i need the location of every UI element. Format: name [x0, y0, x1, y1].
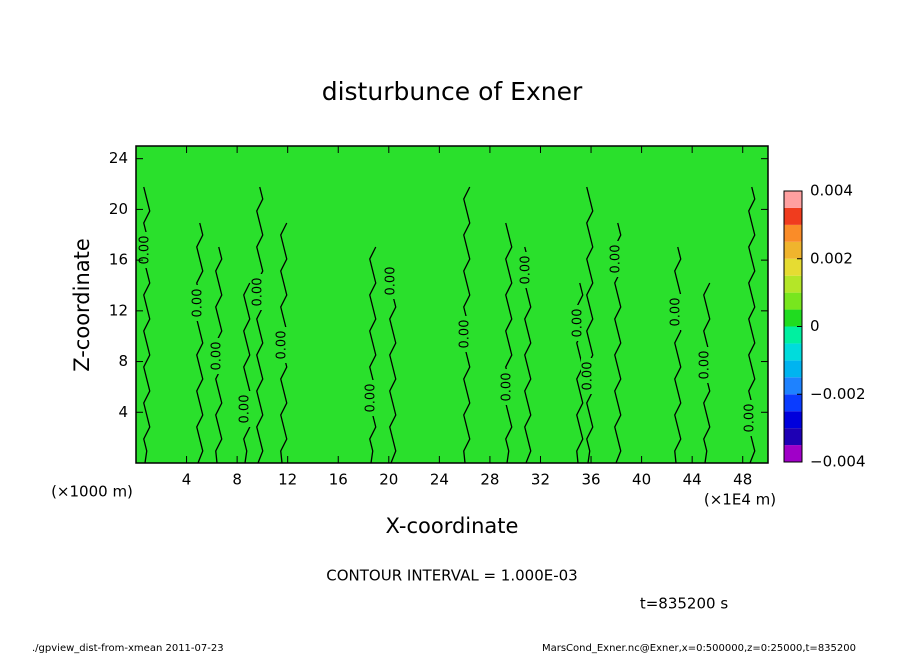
x-tick-label: 40	[632, 471, 651, 489]
contour-label-bg	[191, 285, 205, 321]
contour-label: 0.00	[500, 373, 515, 402]
contour-label: 0.00	[609, 245, 624, 274]
colorbar-box	[784, 309, 802, 327]
colorbar-box	[784, 343, 802, 361]
x-tick-label: 36	[581, 471, 600, 489]
colorbar-tick-label: −0.002	[810, 385, 866, 403]
colorbar-box	[784, 241, 802, 259]
contour-label-bg	[210, 338, 224, 374]
contour-label: 0.00	[251, 278, 266, 307]
contour-label: 0.00	[384, 267, 399, 296]
colorbar-box	[784, 377, 802, 395]
time-label: t=835200 s	[640, 595, 728, 613]
contour-label-bg	[743, 400, 757, 436]
contour-label: 0.00	[238, 395, 253, 424]
x-tick-label: 28	[480, 471, 499, 489]
footer-right: MarsCond_Exner.nc@Exner,x=0:500000,z=0:2…	[542, 643, 856, 654]
contour-label-bg	[519, 252, 533, 288]
contour-label: 0.00	[364, 384, 379, 413]
contour-label-bg	[698, 347, 712, 383]
x-tick-label: 12	[278, 471, 297, 489]
contour-line	[389, 282, 397, 464]
contour-label-bg	[384, 263, 398, 299]
contour-label: 0.00	[191, 289, 206, 318]
colorbar-tick-label: −0.004	[810, 453, 866, 471]
y-tick-label: 12	[109, 301, 128, 319]
contour-label: 0.00	[581, 362, 596, 391]
contour-label-bg	[581, 358, 595, 394]
x-tick-label: 44	[683, 471, 702, 489]
x-tick-label: 48	[733, 471, 752, 489]
contour-label-bg	[571, 305, 585, 341]
colorbar-box	[784, 191, 802, 208]
contour-line	[505, 222, 513, 464]
contour-line	[196, 222, 204, 464]
y-tick-label: 20	[109, 200, 128, 218]
x-unit-label: (×1E4 m)	[704, 491, 776, 509]
contour-label-bg	[669, 294, 683, 330]
y-axis-label: Z-coordinate	[70, 238, 94, 372]
contour-label: 0.00	[138, 236, 153, 265]
contour-label: 0.00	[210, 342, 225, 371]
contour-label-bg	[364, 380, 378, 416]
x-tick-label: 8	[232, 471, 242, 489]
contour-line	[256, 186, 264, 464]
x-tick-label: 32	[531, 471, 550, 489]
y-tick-label: 24	[109, 149, 128, 167]
colorbar-tick-label: 0.004	[810, 182, 853, 200]
colorbar-box	[784, 258, 802, 276]
y-tick-label: 16	[109, 251, 128, 269]
contour-line	[674, 246, 682, 464]
colorbar-box	[784, 394, 802, 412]
chart-title: disturbunce of Exner	[322, 77, 583, 106]
colorbar-box	[784, 360, 802, 378]
colorbar-box	[784, 292, 802, 310]
footer-left: ./gpview_dist-from-xmean 2011-07-23	[32, 643, 224, 654]
x-axis-label: X-coordinate	[386, 514, 519, 538]
contour-label: 0.00	[519, 256, 534, 285]
contour-label-bg	[275, 327, 289, 363]
x-tick-label: 16	[329, 471, 348, 489]
x-tick-label: 20	[379, 471, 398, 489]
contour-label-bg	[458, 316, 472, 352]
contour-label-bg	[500, 369, 514, 405]
contour-label: 0.00	[698, 351, 713, 380]
y-tick-label: 8	[118, 352, 128, 370]
contour-label: 0.00	[743, 404, 758, 433]
plot-frame	[135, 145, 769, 464]
colorbar-tick-label: 0	[810, 317, 820, 335]
contour-label: 0.00	[275, 331, 290, 360]
colorbar-box	[784, 326, 802, 344]
contour-label-bg	[238, 391, 252, 427]
y-unit-label: (×1000 m)	[51, 483, 133, 501]
contour-line	[243, 282, 251, 464]
contour-label: 0.00	[571, 309, 586, 338]
contour-line	[369, 246, 377, 464]
colorbar-box	[784, 275, 802, 293]
annotation: CONTOUR INTERVAL = 1.000E-03	[326, 567, 577, 585]
x-tick-label: 4	[182, 471, 192, 489]
x-tick-label: 24	[430, 471, 449, 489]
colorbar-tick-label: 0.002	[810, 249, 853, 267]
colorbar-box	[784, 428, 802, 446]
colorbar-box	[784, 445, 802, 462]
contour-label-bg	[138, 232, 152, 268]
contour-label: 0.00	[669, 298, 684, 327]
colorbar-box	[784, 224, 802, 242]
contour-line	[586, 186, 594, 464]
colorbar-box	[784, 207, 802, 225]
contour-label-bg	[609, 241, 623, 277]
contour-label: 0.00	[458, 320, 473, 349]
contour-label-bg	[251, 274, 265, 310]
colorbar-box	[784, 411, 802, 429]
y-tick-label: 4	[118, 403, 128, 421]
